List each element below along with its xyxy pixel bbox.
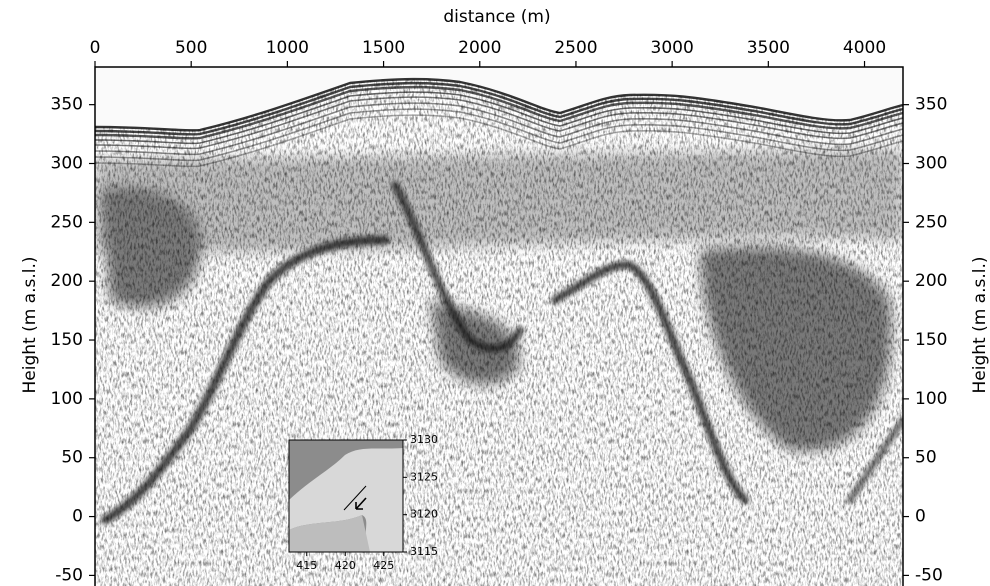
y-tick-label: 200: [51, 271, 83, 291]
y-tick-label-right: 200: [915, 271, 947, 291]
y-axis-label: Height (m a.s.l.): [20, 256, 40, 393]
inset-y-tick-label: 3120: [410, 508, 438, 521]
x-tick-label: 1000: [266, 38, 309, 58]
y-tick-label-right: 100: [915, 389, 947, 409]
inset-x-tick-label: 415: [296, 559, 317, 572]
figure: distance (m) Height (m a.s.l.) Height (m…: [0, 0, 990, 586]
y-tick-label: 350: [51, 95, 83, 115]
x-tick-label: 0: [90, 38, 101, 58]
y-tick-label: 150: [51, 330, 83, 350]
y-tick-label-right: 150: [915, 330, 947, 350]
x-tick-label: 4000: [843, 38, 886, 58]
y-axis-label-right: Height (m a.s.l.): [970, 256, 990, 393]
x-axis-label: distance (m): [443, 7, 550, 27]
inset-y-tick-label: 3115: [410, 545, 438, 558]
x-tick-label: 500: [175, 38, 207, 58]
inset-x-tick-label: 420: [335, 559, 356, 572]
x-tick-label: 2500: [554, 38, 597, 58]
inset-y-tick-label: 3130: [410, 433, 438, 446]
y-tick-label-right: 350: [915, 95, 947, 115]
y-tick-label-right: 50: [915, 448, 937, 468]
y-tick-label: 300: [51, 154, 83, 174]
y-tick-label-right: 0: [915, 507, 926, 527]
x-tick-label: 3500: [747, 38, 790, 58]
inset-y-tick-label: 3125: [410, 470, 438, 483]
y-tick-label: 0: [72, 507, 83, 527]
y-tick-label-right: 250: [915, 212, 947, 232]
x-tick-label: 1500: [362, 38, 405, 58]
y-tick-label: 50: [61, 448, 83, 468]
y-tick-label: 100: [51, 389, 83, 409]
y-tick-label-right: 300: [915, 154, 947, 174]
x-tick-label: 3000: [651, 38, 694, 58]
y-tick-label: 250: [51, 212, 83, 232]
inset-x-tick-label: 425: [373, 559, 394, 572]
y-tick-label: -50: [55, 565, 83, 585]
x-tick-label: 2000: [458, 38, 501, 58]
radargram-image: [95, 67, 903, 586]
y-tick-label-right: -50: [915, 565, 943, 585]
